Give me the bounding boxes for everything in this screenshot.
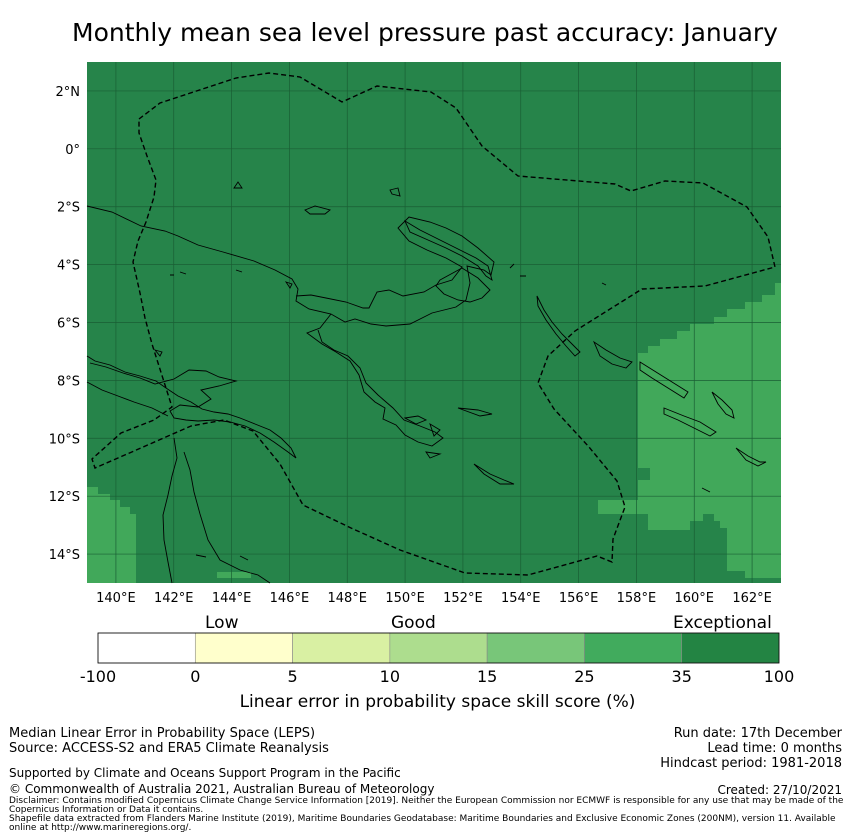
footer-lead-time: Lead time: 0 months bbox=[707, 741, 842, 756]
new-ireland-coast bbox=[403, 219, 493, 282]
map-area[interactable] bbox=[86, 62, 781, 584]
latitude-axis: 2°N 0° 2°S 4°S 6°S 8°S 10°S 12°S 14°S bbox=[49, 85, 80, 563]
manus-island-coast bbox=[304, 205, 331, 215]
colorbar-tick-label: 10 bbox=[379, 667, 401, 686]
footer-shapefile: Shapefile data extracted from Flanders M… bbox=[9, 814, 836, 833]
colorbar-label: Linear error in probability space skill … bbox=[239, 692, 636, 712]
cape-york-coast bbox=[162, 437, 178, 584]
footer-run-date: Run date: 17th December bbox=[673, 726, 842, 741]
skill-field-east-light bbox=[598, 283, 781, 578]
lon-tick-label: 148°E bbox=[327, 591, 367, 606]
lat-tick-label: 12°S bbox=[49, 490, 80, 505]
eez-boundary bbox=[91, 72, 776, 576]
lat-tick-label: 10°S bbox=[49, 432, 80, 447]
lat-tick-label: 0° bbox=[65, 143, 80, 158]
category-low: Low bbox=[205, 613, 239, 633]
new-guinea-south-coast bbox=[306, 313, 444, 447]
footer-source: Source: ACCESS-S2 and ERA5 Climate Reana… bbox=[9, 741, 329, 756]
new-britain-coast bbox=[435, 267, 491, 303]
footer-copyright: © Commonwealth of Australia 2021, Austra… bbox=[9, 782, 435, 796]
lon-tick-label: 142°E bbox=[154, 591, 194, 606]
lon-tick-label: 160°E bbox=[674, 591, 714, 606]
colorbar-tick-label: 100 bbox=[763, 667, 795, 686]
footer-disclaimer: Disclaimer: Contains modified Copernicus… bbox=[9, 796, 844, 815]
footer-support: Supported by Climate and Oceans Support … bbox=[9, 766, 401, 780]
longitude-axis: 140°E 142°E 144°E 146°E 148°E 150°E 152°E 154°E… bbox=[96, 591, 772, 606]
lat-tick-label: 14°S bbox=[49, 548, 80, 563]
coastlines bbox=[86, 181, 767, 584]
bougainville-coast bbox=[536, 295, 581, 357]
lat-tick-label: 2°N bbox=[56, 85, 81, 100]
lat-tick-label: 8°S bbox=[57, 374, 80, 389]
lon-tick-label: 140°E bbox=[96, 591, 136, 606]
dentrecasteaux-islands-coast bbox=[403, 407, 515, 485]
small-islands-coast bbox=[153, 181, 711, 561]
colorbar-tick-label: 25 bbox=[574, 667, 595, 686]
category-good: Good bbox=[391, 613, 436, 633]
lon-tick-label: 158°E bbox=[617, 591, 657, 606]
lat-tick-label: 2°S bbox=[57, 201, 80, 216]
colorbar-tick-label: 35 bbox=[671, 667, 692, 686]
colorbar-tick-label: 0 bbox=[190, 667, 201, 686]
category-exceptional: Exceptional bbox=[673, 613, 772, 633]
lon-tick-label: 146°E bbox=[270, 591, 310, 606]
southwest-coast bbox=[86, 355, 297, 459]
lon-tick-label: 150°E bbox=[385, 591, 425, 606]
lat-tick-label: 4°S bbox=[57, 259, 80, 274]
lat-tick-label: 6°S bbox=[57, 317, 80, 332]
lon-tick-label: 152°E bbox=[443, 591, 483, 606]
skill-field-west-light bbox=[87, 487, 136, 583]
colorbar-tick-label: 5 bbox=[287, 667, 298, 686]
colorbar-tick-label: 15 bbox=[476, 667, 498, 686]
lon-tick-label: 144°E bbox=[212, 591, 252, 606]
colorbar-tick-label: -100 bbox=[79, 667, 117, 686]
footer-created: Created: 27/10/2021 bbox=[717, 783, 842, 797]
skill-field-small-patch bbox=[217, 572, 251, 578]
cape-york-east-coast bbox=[183, 451, 271, 584]
lon-tick-label: 154°E bbox=[501, 591, 541, 606]
chart-title: Monthly mean sea level pressure past acc… bbox=[72, 18, 778, 47]
lon-tick-label: 162°E bbox=[732, 591, 772, 606]
fly-river-coast bbox=[86, 381, 169, 417]
footer-method: Median Linear Error in Probability Space… bbox=[9, 726, 316, 741]
solomon-islands-coast bbox=[592, 340, 767, 467]
map-gridlines bbox=[87, 62, 781, 583]
lon-tick-label: 156°E bbox=[559, 591, 599, 606]
footer-hindcast: Hindcast period: 1981-2018 bbox=[660, 756, 842, 771]
new-guinea-coast bbox=[86, 205, 495, 327]
